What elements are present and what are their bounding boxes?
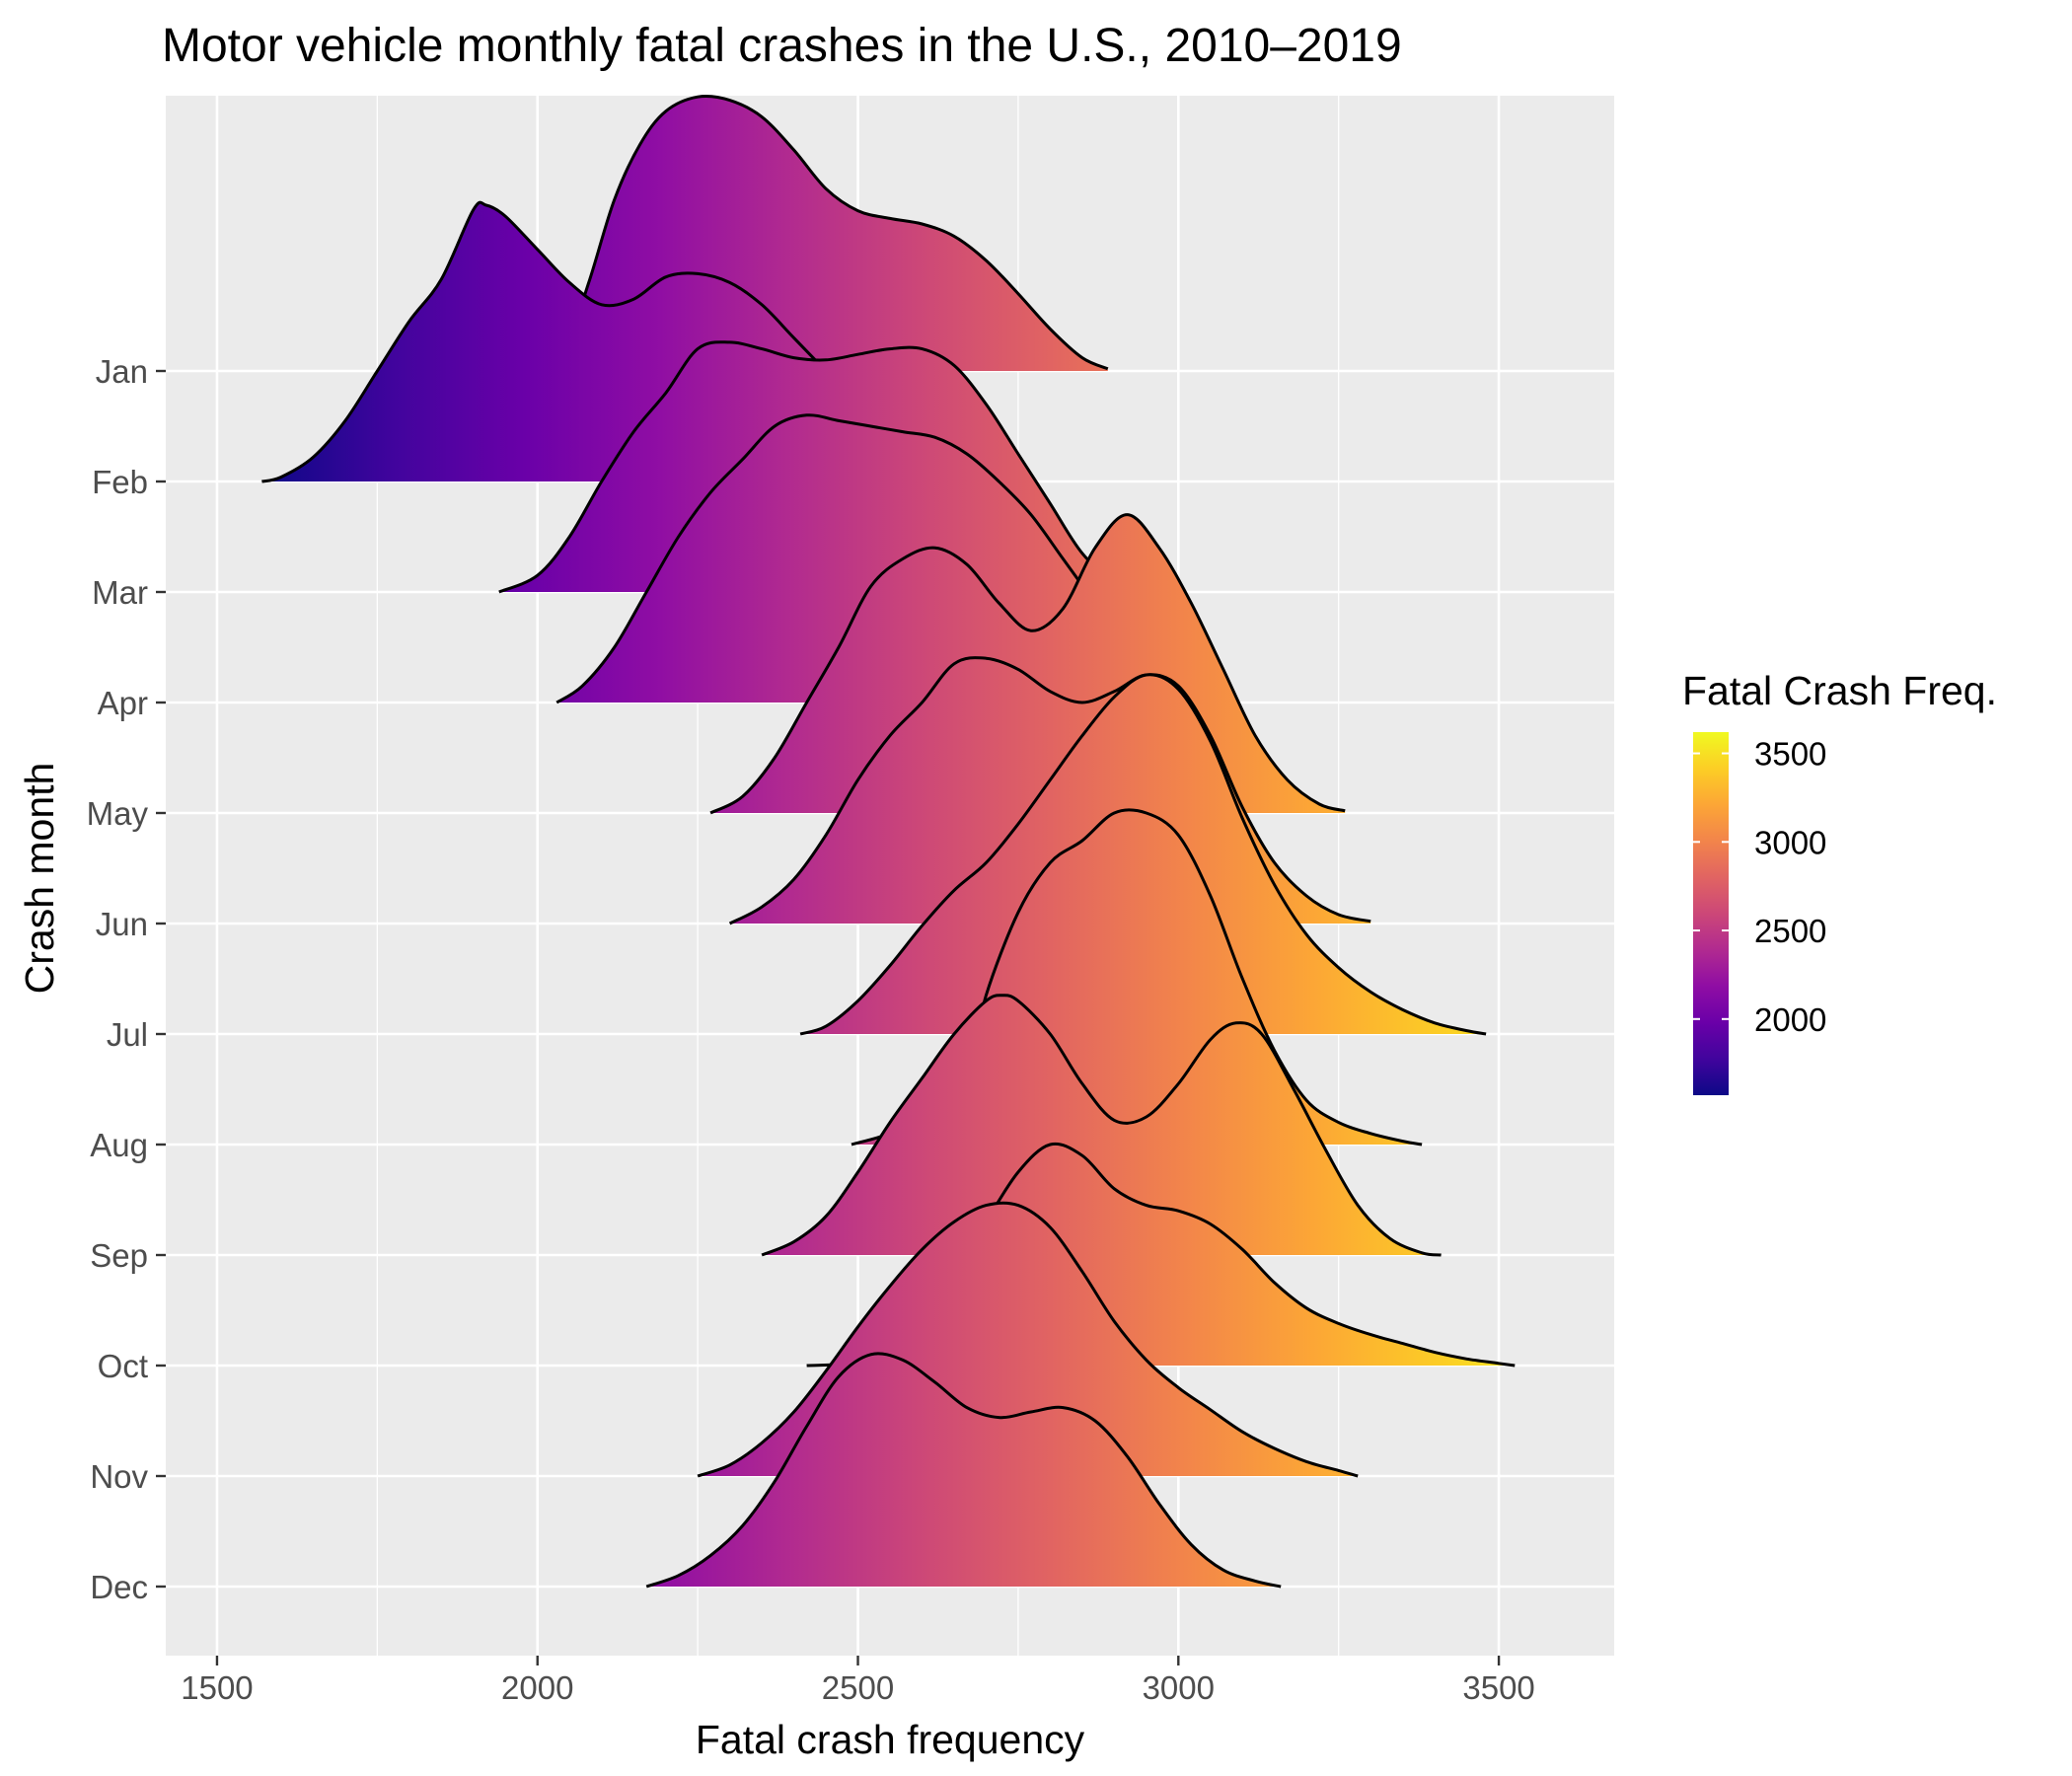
y-tick-label: Oct — [98, 1348, 148, 1384]
chart-title: Motor vehicle monthly fatal crashes in t… — [162, 20, 1402, 72]
ridge-outline — [645, 1352, 1282, 1589]
y-tick-label: Mar — [92, 574, 148, 611]
legend-tick-label: 3000 — [1754, 824, 1826, 860]
x-tick-label: 3500 — [1462, 1669, 1534, 1706]
y-tick-label: Dec — [90, 1569, 148, 1605]
ridge-outline — [761, 994, 1442, 1257]
y-tick-label: Jul — [107, 1016, 148, 1053]
legend-tick-label: 2000 — [1754, 1001, 1826, 1038]
ridge-outline — [536, 94, 1109, 373]
legend-tick-label: 2500 — [1754, 913, 1826, 949]
y-tick-label: Apr — [98, 685, 148, 721]
legend: Fatal Crash Freq. 2000 2500 3000 3500 — [1682, 668, 1997, 1095]
x-tick-label: 3000 — [1143, 1669, 1215, 1706]
y-axis: Jan Feb Mar Apr May Jun Jul Aug Sep Oct Nov Dec — [87, 353, 166, 1605]
x-tick-label: 1500 — [181, 1669, 253, 1706]
ridge-fill — [646, 1353, 1282, 1587]
x-axis: 1500 2000 2500 3000 3500 — [181, 1656, 1535, 1706]
ridge-outline — [799, 673, 1487, 1036]
y-tick-label: Feb — [92, 464, 148, 500]
legend-tick-label: 3500 — [1754, 736, 1826, 773]
ridge-outline — [697, 1201, 1359, 1478]
ridge-outline — [728, 656, 1371, 925]
x-axis-title: Fatal crash frequency — [696, 1717, 1085, 1762]
ridge-outline — [709, 513, 1346, 815]
legend-title: Fatal Crash Freq. — [1682, 668, 1997, 713]
y-tick-label: Sep — [90, 1237, 148, 1274]
ridge-fill — [762, 995, 1442, 1255]
ridge-sep — [761, 994, 1442, 1257]
ridge-dec — [645, 1352, 1282, 1589]
y-tick-label: Nov — [90, 1458, 148, 1495]
ridges — [261, 94, 1516, 1589]
y-tick-label: Jan — [96, 353, 148, 390]
y-axis-title: Crash month — [17, 763, 62, 995]
ridge-outline — [498, 340, 1179, 594]
x-tick-label: 2500 — [822, 1669, 894, 1706]
y-tick-label: Jun — [96, 906, 148, 942]
legend-ticks: 2000 2500 3000 3500 — [1693, 736, 1826, 1038]
y-tick-label: Aug — [90, 1127, 148, 1163]
y-tick-label: May — [87, 795, 149, 832]
x-tick-label: 2000 — [501, 1669, 573, 1706]
legend-colorbar — [1693, 732, 1729, 1095]
